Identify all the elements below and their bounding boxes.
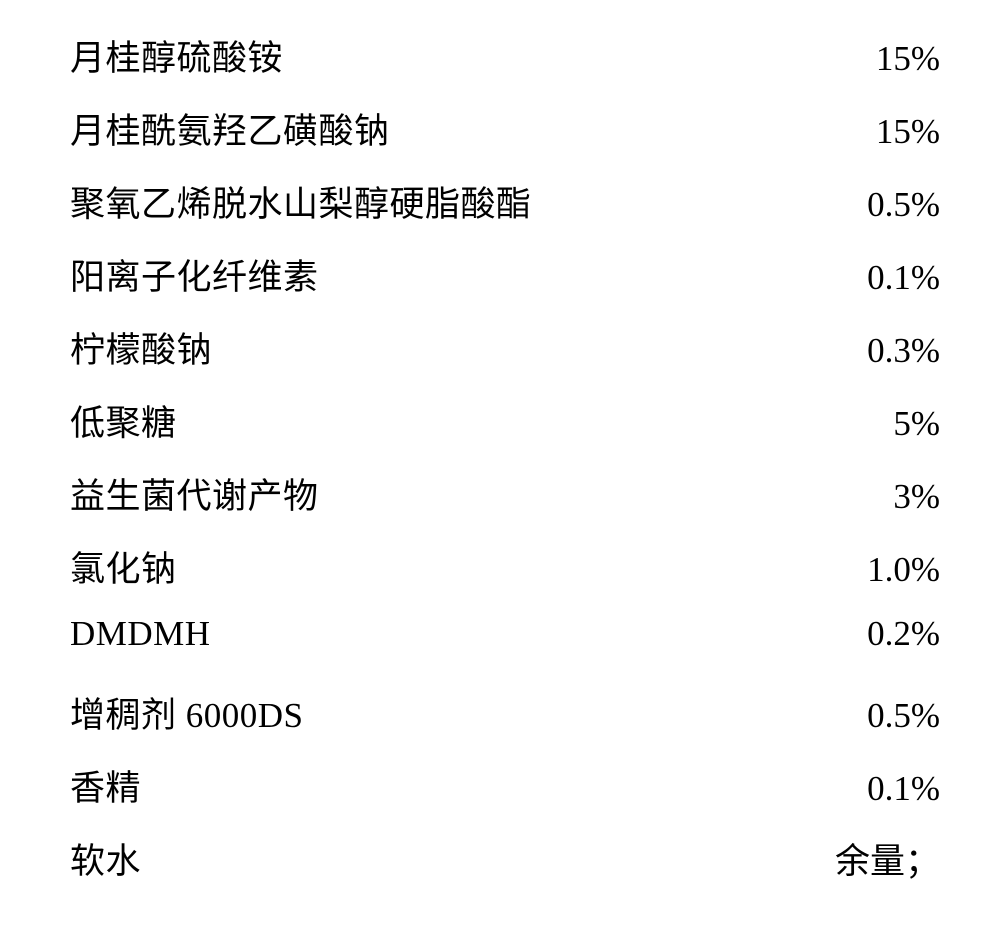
ingredient-name: 聚氧乙烯脱水山梨醇硬脂酸酯 (70, 176, 532, 227)
ingredient-name: 香精 (70, 760, 141, 811)
table-row: 低聚糖 5% (70, 395, 940, 468)
ingredient-name: 阳离子化纤维素 (70, 249, 319, 300)
ingredient-name: 增稠剂 6000DS (70, 687, 304, 738)
ingredient-value: 0.2% (820, 614, 940, 654)
table-row: DMDMH 0.2% (70, 614, 940, 687)
ingredient-name: 柠檬酸钠 (70, 322, 212, 373)
table-row: 月桂酰氨羟乙磺酸钠 15% (70, 103, 940, 176)
ingredient-name: 月桂酰氨羟乙磺酸钠 (70, 103, 390, 154)
ingredient-value: 0.1% (820, 258, 940, 298)
table-row: 柠檬酸钠 0.3% (70, 322, 940, 395)
ingredients-table: 月桂醇硫酸铵 15% 月桂酰氨羟乙磺酸钠 15% 聚氧乙烯脱水山梨醇硬脂酸酯 0… (70, 30, 940, 906)
table-row: 益生菌代谢产物 3% (70, 468, 940, 541)
table-row: 月桂醇硫酸铵 15% (70, 30, 940, 103)
ingredient-name: DMDMH (70, 614, 211, 654)
ingredient-name: 氯化钠 (70, 541, 177, 592)
ingredient-value: 15% (820, 112, 940, 152)
ingredient-value: 3% (820, 477, 940, 517)
table-row: 氯化钠 1.0% (70, 541, 940, 614)
ingredient-value: 0.1% (820, 769, 940, 809)
ingredient-value: 15% (820, 39, 940, 79)
table-row: 增稠剂 6000DS 0.5% (70, 687, 940, 760)
table-row: 软水 余量； (70, 833, 940, 906)
ingredient-value: 0.5% (820, 696, 940, 736)
ingredient-value: 5% (820, 404, 940, 444)
table-row: 香精 0.1% (70, 760, 940, 833)
ingredient-value: 余量； (820, 833, 940, 884)
table-row: 聚氧乙烯脱水山梨醇硬脂酸酯 0.5% (70, 176, 940, 249)
ingredient-value: 1.0% (820, 550, 940, 590)
table-row: 阳离子化纤维素 0.1% (70, 249, 940, 322)
ingredient-name: 月桂醇硫酸铵 (70, 30, 283, 81)
ingredient-name: 益生菌代谢产物 (70, 468, 319, 519)
ingredient-name: 低聚糖 (70, 395, 177, 446)
ingredient-value: 0.5% (820, 185, 940, 225)
ingredient-value: 0.3% (820, 331, 940, 371)
ingredient-name: 软水 (70, 833, 141, 884)
